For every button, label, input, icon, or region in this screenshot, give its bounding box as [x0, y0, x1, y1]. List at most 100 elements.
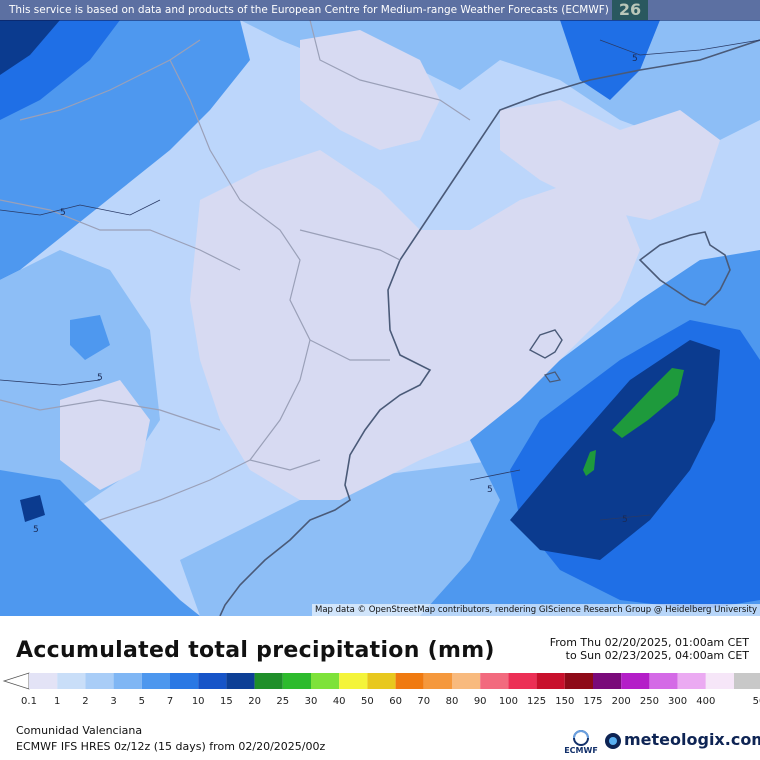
scale-tick-label: 175 [583, 696, 603, 707]
scale-swatch [339, 673, 368, 689]
dry-area-central [190, 150, 640, 500]
scale-swatch [282, 673, 311, 689]
scale-tick-label: 500 [752, 696, 760, 707]
region-name: Comunidad Valenciana [16, 724, 143, 737]
scale-tick-label: 5 [138, 696, 145, 707]
region-border-7 [99, 459, 321, 521]
scale-tick-label: 200 [611, 696, 631, 707]
scale-swatch [677, 673, 706, 689]
scale-swatch [564, 673, 593, 689]
precip-area-green-2 [583, 450, 596, 476]
color-scale-bar [2, 672, 760, 690]
scale-tick-label: 125 [527, 696, 547, 707]
precip-area-northeast-dark [560, 20, 660, 100]
scale-swatch [254, 673, 283, 689]
scale-tick-label: 90 [473, 696, 487, 707]
color-scale [0, 670, 760, 692]
contour-label: 5 [97, 373, 103, 383]
scale-swatch [423, 673, 452, 689]
scale-tick-label: 100 [498, 696, 518, 707]
scale-tick-labels: 0.1 1 2 3 5 7 10 15 20 25 30 40 50 60 70 80 90 100 125 150 1… [0, 696, 760, 710]
contour-label: 5 [33, 525, 39, 535]
legend-panel: Accumulated total precipitation (mm) Fro… [0, 616, 760, 760]
scale-swatch [395, 673, 424, 689]
contour-label: 5 [487, 485, 493, 495]
map-attribution[interactable]: Map data © OpenStreetMap contributors, r… [312, 604, 760, 616]
contour-label: 5 [60, 208, 66, 218]
scale-tick-label: 3 [110, 696, 117, 707]
region-border-4 [309, 339, 390, 361]
scale-tick-label: 250 [639, 696, 659, 707]
scale-tick-label: 30 [304, 696, 318, 707]
time-range: From Thu 02/20/2025, 01:00am CET to Sun … [550, 636, 749, 662]
scale-swatch [113, 673, 142, 689]
scale-tick-label: 1 [54, 696, 61, 707]
contour-5mm [0, 39, 760, 521]
scale-swatch [226, 673, 255, 689]
scale-swatch [734, 673, 760, 689]
scale-swatch [705, 673, 734, 689]
region-border-1 [169, 59, 311, 461]
scale-tick-label: 0.1 [21, 696, 37, 707]
scale-tick-label: 7 [166, 696, 174, 707]
scale-tick-label: 20 [248, 696, 261, 707]
ecmwf-logo[interactable]: ECMWF [563, 728, 599, 756]
scale-swatch [311, 673, 340, 689]
scale-swatch [141, 673, 170, 689]
scale-swatch [367, 673, 396, 689]
badge-number: 26 [612, 0, 648, 20]
scale-tick-label: 10 [191, 696, 205, 707]
scale-tick-label: 15 [220, 696, 233, 707]
scale-tick-label: 25 [276, 696, 290, 707]
scale-tick-label: 150 [555, 696, 575, 707]
scale-tick-label: 300 [668, 696, 688, 707]
ecmwf-logo-text: ECMWF [564, 746, 598, 755]
scale-tick-label: 60 [389, 696, 402, 707]
scale-tick-label: 70 [417, 696, 431, 707]
scale-tick-label: 40 [332, 696, 346, 707]
island-formentera [544, 371, 561, 383]
scale-swatch [649, 673, 678, 689]
legend-title: Accumulated total precipitation (mm) [16, 638, 495, 663]
island-mallorca [638, 231, 731, 306]
scale-swatch [29, 673, 58, 689]
region-border-5 [0, 199, 241, 271]
ecmwf-logo-icon [573, 730, 589, 746]
ecmwf-banner: This service is based on data and produc… [0, 0, 760, 21]
scale-swatch [621, 673, 650, 689]
contour-label: 5 [622, 515, 628, 525]
region-border-8 [19, 39, 201, 121]
scale-tick-label: 400 [696, 696, 716, 707]
scale-tick-label: 80 [445, 696, 459, 707]
precip-spot-sw [20, 495, 45, 522]
scale-tick-label: 50 [361, 696, 374, 707]
scale-swatch [57, 673, 86, 689]
coastline [219, 39, 760, 616]
dry-area-southwest [60, 380, 150, 490]
meteologix-brand: meteologix.com [624, 730, 760, 749]
precip-area-green-1 [612, 368, 684, 438]
region-border-6 [0, 399, 221, 431]
scale-swatch [536, 673, 565, 689]
precip-spots-dark [70, 315, 110, 360]
scale-arrow-left [2, 672, 30, 690]
island-ibiza [528, 329, 563, 359]
meteologix-icon [605, 733, 621, 749]
region-border-2 [309, 19, 471, 121]
precip-area-northwest-darkest [0, 20, 60, 75]
precip-area-south [180, 460, 520, 616]
precipitation-map[interactable]: This service is based on data and produc… [0, 0, 760, 616]
region-border-3 [299, 229, 401, 261]
scale-swatch [508, 673, 537, 689]
scale-swatch [452, 673, 481, 689]
range-from: From Thu 02/20/2025, 01:00am CET [549, 636, 749, 649]
scale-swatch [85, 673, 114, 689]
scale-swatch [593, 673, 622, 689]
contour-label: 5 [632, 54, 638, 64]
scale-swatch [480, 673, 509, 689]
dry-area-north [300, 30, 440, 150]
scale-swatch [198, 673, 227, 689]
banner-text: This service is based on data and produc… [9, 4, 609, 16]
model-info: ECMWF IFS HRES 0z/12z (15 days) from 02/… [16, 740, 326, 753]
scale-tick-label: 2 [82, 696, 89, 707]
